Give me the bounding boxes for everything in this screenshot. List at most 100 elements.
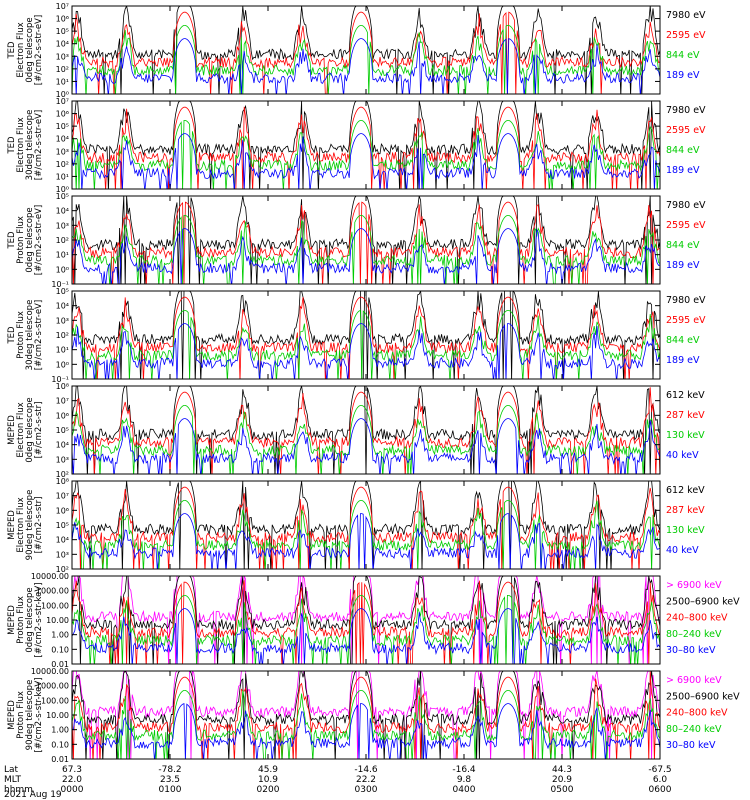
legend-entry: 2500–6900 keV (666, 691, 740, 702)
y-tick-label: 10¹ (56, 77, 69, 86)
x-tick-label: 0200 (257, 785, 280, 795)
x-tick-label: 0100 (159, 785, 182, 795)
legend-entry: 287 keV (666, 505, 705, 516)
y-axis-label: TEDProton Flux30deg telescope[#/cm2-s-st… (7, 300, 44, 371)
y-tick-label: 10³ (56, 316, 69, 325)
series-line-7-5 (72, 608, 660, 664)
y-tick-label: 10⁷ (56, 97, 69, 106)
y-tick-label: 10² (56, 470, 69, 479)
legend-entry: 240–800 keV (666, 613, 728, 624)
panel-7-series (72, 576, 660, 664)
legend-entry: 2500–6900 keV (666, 596, 740, 607)
y-axis-label: MEPEDProton Flux90deg telescope[#/cm2-s-… (7, 678, 44, 753)
panel-4-series (72, 291, 660, 379)
y-tick-label: 10⁶ (56, 110, 69, 119)
series-line-7-3 (72, 580, 660, 664)
y-tick-label: 10⁴ (56, 441, 69, 450)
date-label: 2021 Aug 19 (4, 790, 62, 800)
y-axis-label: TEDProton Flux0deg telescope[#/cm2-s-str… (7, 205, 44, 275)
x-tick-label: -78.2 (158, 765, 181, 775)
series-line-8-5 (72, 702, 660, 759)
y-tick-label: 10⁰ (56, 360, 69, 369)
y-tick-label: 10⁷ (56, 492, 69, 501)
legend-entry: 189 eV (666, 260, 700, 271)
x-tick-label: -16.4 (452, 765, 476, 775)
legend-entry: 287 keV (666, 410, 705, 421)
panel-1-series (72, 6, 660, 94)
legend-entry: 844 eV (666, 50, 700, 61)
x-tick-label: 9.8 (457, 775, 472, 785)
panel-5-series (72, 386, 660, 474)
legend-entry: 2595 eV (666, 125, 706, 136)
panel-3-series (72, 196, 660, 284)
y-tick-label: 100.00 (41, 696, 69, 705)
legend-entry: 7980 eV (666, 200, 706, 211)
y-axis-label: MEPEDProton Flux0deg telescope[#/cm2-s-s… (7, 583, 44, 658)
series-line-3-2 (72, 201, 660, 284)
panel-2: 10⁰ 10¹ 10² 10³ 10⁴ 10⁵ 10⁶ 10⁷ TEDElectron Flux… (7, 97, 706, 194)
y-tick-label: 10⁰ (56, 90, 69, 99)
legend-entry: 240–800 keV (666, 708, 728, 719)
y-tick-label: 10¹ (56, 172, 69, 181)
y-tick-label: 0.01 (51, 755, 69, 764)
series-line-4-3 (72, 309, 660, 379)
y-axis-label: MEPEDElectron Flux90deg telescope[#/cm2-… (7, 490, 44, 561)
legend-entry: 612 keV (666, 390, 705, 401)
legend-entry: 189 eV (666, 165, 700, 176)
series-line-7-4 (72, 595, 660, 664)
legend-entry: 2595 eV (666, 220, 706, 231)
y-tick-label: 0.10 (51, 740, 69, 749)
x-tick-label: 45.9 (258, 765, 278, 775)
legend-entry: 7980 eV (666, 295, 706, 306)
panel-frame (71, 670, 661, 760)
y-axis-label: TEDElectron Flux30deg telescope[#/cm2-s-… (7, 110, 44, 181)
x-row-label: Lat (4, 765, 19, 775)
y-tick-label: 10.00 (46, 616, 69, 625)
y-tick-label: 10⁷ (56, 2, 69, 11)
panel-1: 10⁰ 10¹ 10² 10³ 10⁴ 10⁵ 10⁶ 10⁷ TEDElectron Flux… (7, 2, 706, 99)
series-line-6-1 (72, 481, 660, 569)
panel-6: 10² 10³ 10⁴ 10⁵ 10⁶ 10⁷ 10⁸ MEPEDElectron Flux9… (7, 477, 705, 574)
legend-entry: 80–240 keV (666, 724, 722, 735)
series-line-8-3 (72, 671, 660, 759)
y-tick-label: 10⁴ (56, 207, 69, 216)
y-tick-label: 10¹ (56, 251, 69, 260)
x-tick-label: 0300 (355, 785, 378, 795)
series-line-4-4 (72, 323, 660, 379)
y-tick-label: 10⁴ (56, 40, 69, 49)
legend-entry: 844 eV (666, 335, 700, 346)
y-tick-label: 10⁶ (56, 411, 69, 420)
series-line-3-1 (72, 196, 660, 284)
legend-entry: 844 eV (666, 240, 700, 251)
series-line-2-3 (72, 120, 660, 189)
series-line-8-4 (72, 690, 660, 759)
series-line-2-1 (72, 101, 660, 189)
y-tick-label: 10000.00 (31, 667, 69, 676)
y-tick-label: 10⁴ (56, 135, 69, 144)
y-tick-label: 10³ (56, 52, 69, 61)
panel-2-series (72, 101, 660, 189)
x-tick-label: 20.9 (552, 775, 572, 785)
panel-3: 10⁻¹ 10⁰ 10¹ 10² 10³ 10⁴ 10⁵ TEDProton Flux0deg… (7, 192, 706, 289)
y-tick-label: 10³ (56, 147, 69, 156)
legend-entry: 2595 eV (666, 30, 706, 41)
series-line-5-4 (72, 418, 660, 474)
series-line-7-1 (72, 576, 660, 664)
y-tick-label: 10.00 (46, 711, 69, 720)
y-tick-label: 10³ (56, 550, 69, 559)
panel-8: 0.01 0.10 1.00 10.00 100.00 1000.00 10000.00 ME… (7, 667, 740, 764)
y-tick-label: 10⁻¹ (51, 280, 69, 289)
series-line-2-4 (72, 133, 660, 189)
y-tick-label: 10⁰ (56, 265, 69, 274)
legend-entry: 80–240 keV (666, 629, 722, 640)
y-tick-label: 10⁷ (56, 397, 69, 406)
series-line-2-2 (72, 106, 660, 189)
x-row-label: hhmm (4, 785, 33, 795)
legend-entry: 2595 eV (666, 315, 706, 326)
x-tick-label: -14.6 (354, 765, 378, 775)
legend-entry: 189 eV (666, 355, 700, 366)
series-line-8-2 (72, 671, 660, 759)
y-tick-label: 0.10 (51, 645, 69, 654)
legend-entry: 130 keV (666, 525, 705, 536)
